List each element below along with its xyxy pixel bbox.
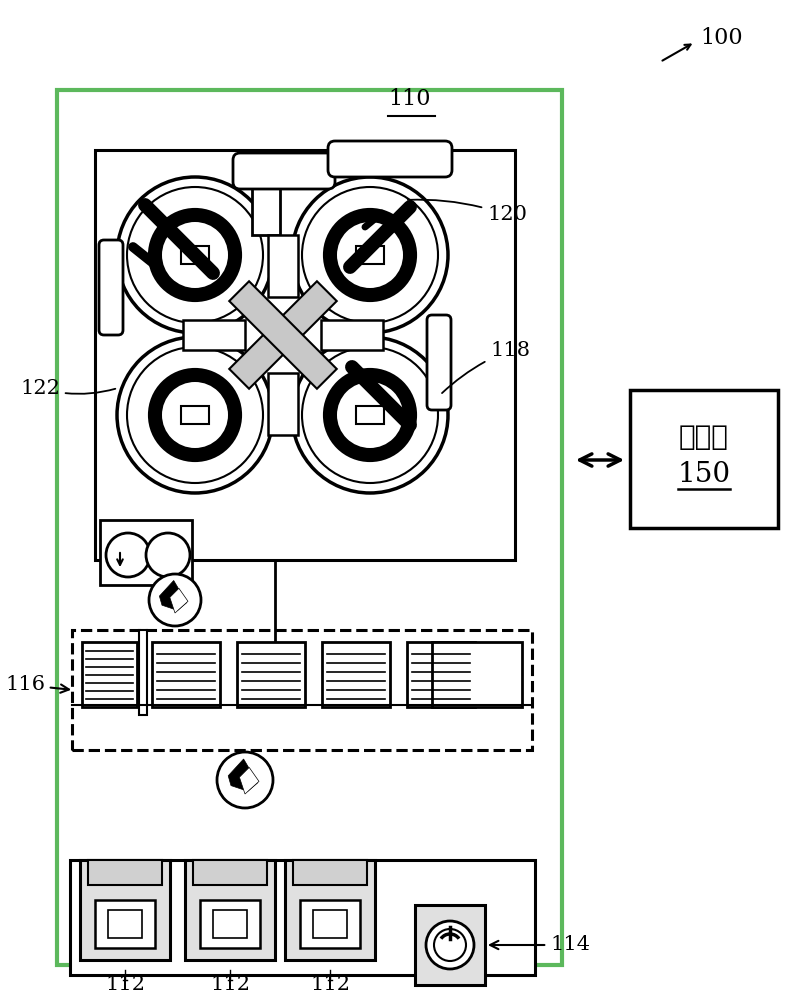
Text: 112: 112 — [210, 976, 250, 994]
Text: 120: 120 — [408, 200, 527, 225]
Bar — [200, 900, 260, 948]
Text: 116: 116 — [5, 676, 69, 694]
Bar — [285, 860, 375, 960]
Bar — [95, 150, 515, 560]
Polygon shape — [229, 281, 337, 389]
Bar — [415, 905, 485, 985]
Circle shape — [337, 382, 403, 448]
Bar — [183, 320, 245, 350]
Bar — [57, 90, 562, 965]
Text: 118: 118 — [442, 340, 530, 393]
Bar — [293, 860, 367, 885]
Bar — [152, 642, 220, 707]
Bar — [108, 910, 142, 938]
Polygon shape — [240, 767, 259, 794]
Bar — [252, 167, 280, 235]
Bar — [268, 373, 298, 435]
FancyBboxPatch shape — [99, 240, 123, 335]
Bar — [313, 910, 347, 938]
Bar — [356, 406, 384, 424]
Circle shape — [325, 370, 415, 460]
Circle shape — [325, 210, 415, 300]
Text: 150: 150 — [677, 462, 730, 488]
FancyBboxPatch shape — [328, 141, 452, 177]
Bar — [321, 320, 383, 350]
Bar — [181, 406, 209, 424]
Circle shape — [434, 929, 466, 961]
Bar — [300, 900, 360, 948]
Circle shape — [217, 752, 273, 808]
Bar — [407, 642, 475, 707]
Circle shape — [106, 533, 150, 577]
Circle shape — [162, 222, 228, 288]
Bar — [72, 630, 532, 750]
Polygon shape — [229, 281, 337, 389]
Bar — [237, 642, 305, 707]
Circle shape — [149, 574, 201, 626]
Bar — [268, 235, 298, 297]
Bar — [70, 860, 535, 975]
Circle shape — [150, 210, 240, 300]
Circle shape — [150, 370, 240, 460]
Circle shape — [337, 222, 403, 288]
Bar — [213, 910, 247, 938]
Circle shape — [117, 337, 273, 493]
Text: 110: 110 — [389, 88, 431, 110]
Bar — [193, 860, 267, 885]
Bar — [95, 900, 155, 948]
Circle shape — [162, 382, 228, 448]
Bar — [80, 860, 170, 960]
Bar — [356, 246, 384, 264]
Text: 112: 112 — [310, 976, 350, 994]
Text: 控制器: 控制器 — [679, 423, 729, 451]
Polygon shape — [169, 588, 188, 613]
Polygon shape — [228, 759, 257, 791]
Circle shape — [146, 533, 190, 577]
Circle shape — [292, 177, 448, 333]
Circle shape — [117, 177, 273, 333]
Bar — [82, 642, 137, 707]
Bar — [432, 642, 522, 707]
Bar — [100, 520, 192, 585]
Bar — [630, 390, 778, 528]
Bar — [181, 246, 209, 264]
Circle shape — [426, 921, 474, 969]
Bar — [139, 630, 147, 715]
Text: 112: 112 — [105, 976, 145, 994]
Text: 100: 100 — [700, 27, 742, 49]
Text: 114: 114 — [490, 936, 590, 954]
Bar — [322, 642, 390, 707]
Bar — [88, 860, 162, 885]
Bar — [185, 860, 275, 960]
Polygon shape — [160, 580, 186, 610]
FancyBboxPatch shape — [233, 153, 335, 189]
Circle shape — [292, 337, 448, 493]
FancyBboxPatch shape — [427, 315, 451, 410]
Text: 122: 122 — [20, 378, 115, 397]
